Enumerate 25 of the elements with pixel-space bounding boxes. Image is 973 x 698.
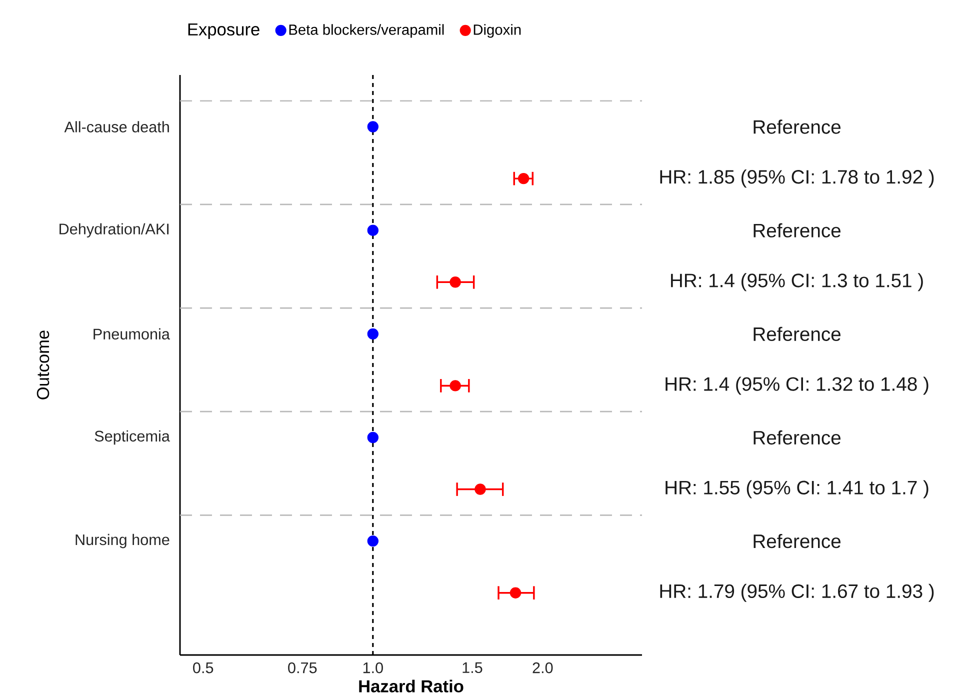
legend-label: Digoxin (474, 24, 521, 38)
data-label: HR: 1.55 (95% CI: 1.41 to 1.7 ) (666, 480, 928, 498)
y-tick-label: Nursing home (76, 534, 170, 548)
x-axis-title: Hazard Ratio (359, 680, 464, 692)
y-axis-title: Outcome (36, 330, 50, 400)
data-label: Reference (754, 534, 840, 548)
x-tick-label: 1.0 (363, 662, 383, 674)
x-tick-label: 0.75 (288, 662, 317, 674)
x-tick-label: 0.5 (193, 662, 214, 674)
y-tick-label: All-cause death (64, 121, 169, 132)
y-tick-label: Pneumonia (94, 328, 170, 340)
data-label: Reference (754, 430, 840, 445)
data-label: HR: 1.85 (95% CI: 1.78 to 1.92 ) (660, 170, 934, 188)
x-tick-label: 1.5 (462, 662, 482, 674)
legend-label: Beta blockers/verapamil (289, 24, 444, 38)
data-label: HR: 1.79 (95% CI: 1.67 to 1.93 ) (660, 584, 934, 602)
data-label: Reference (754, 326, 840, 341)
data-label: Reference (754, 223, 840, 238)
y-tick-label: Dehydration/AKI (60, 223, 169, 238)
legend-title: Exposure (188, 23, 260, 39)
x-tick-label: 2.0 (532, 662, 553, 674)
data-label: Reference (754, 120, 840, 134)
data-label: HR: 1.4 (95% CI: 1.3 to 1.51 ) (671, 273, 923, 292)
y-tick-label: Septicemia (94, 430, 170, 445)
data-label: HR: 1.4 (95% CI: 1.32 to 1.48 ) (666, 376, 928, 395)
